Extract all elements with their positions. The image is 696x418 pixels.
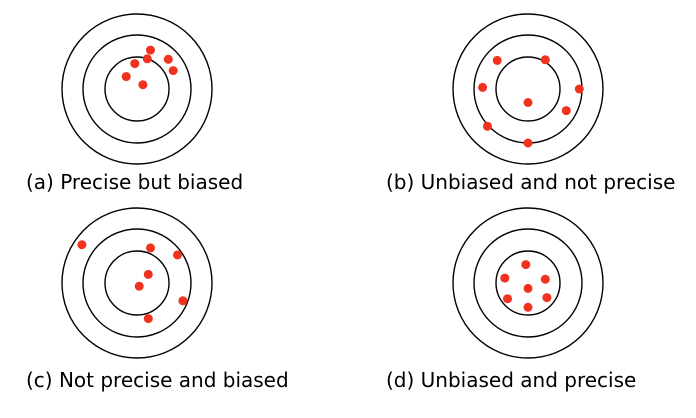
- hit-dot: [478, 82, 488, 92]
- hit-dot: [143, 269, 153, 279]
- inner-ring: [104, 56, 170, 122]
- caption-b: (b) Unbiased and not precise: [386, 170, 675, 194]
- panel-b: (b) Unbiased and not precise: [386, 13, 675, 194]
- target-c: [61, 207, 213, 359]
- caption-d: (d) Unbiased and precise: [386, 368, 636, 392]
- middle-ring: [82, 228, 192, 338]
- target-d: [452, 207, 604, 359]
- hits-a: [121, 45, 178, 90]
- caption-c: (c) Not precise and biased: [26, 368, 289, 392]
- hit-dot: [542, 293, 552, 303]
- hits-c: [77, 240, 188, 324]
- hit-dot: [138, 80, 148, 90]
- panel-c: (c) Not precise and biased: [26, 207, 289, 392]
- hit-dot: [523, 98, 533, 107]
- outer-ring: [61, 207, 213, 359]
- hits-b: [478, 55, 584, 148]
- hit-dot: [146, 45, 155, 55]
- hit-dot: [523, 138, 533, 148]
- hit-dot: [146, 243, 155, 253]
- panel-d: (d) Unbiased and precise: [386, 207, 636, 392]
- hit-dot: [523, 302, 533, 312]
- panel-a: (a) Precise but biased: [26, 13, 243, 194]
- hit-dot: [492, 55, 502, 65]
- hit-dot: [503, 294, 512, 304]
- outer-ring: [452, 13, 604, 165]
- hit-dot: [163, 54, 173, 64]
- outer-ring: [61, 13, 213, 165]
- hit-dot: [77, 240, 87, 250]
- hits-d: [500, 260, 552, 312]
- inner-ring: [495, 56, 561, 122]
- target-a: [61, 13, 213, 165]
- hit-dot: [168, 66, 178, 76]
- inner-ring: [495, 250, 561, 316]
- hit-dot: [523, 283, 533, 293]
- hit-dot: [178, 296, 188, 306]
- hit-dot: [134, 281, 144, 291]
- hit-dot: [483, 121, 492, 131]
- hit-dot: [500, 273, 510, 283]
- hit-dot: [143, 314, 153, 324]
- hit-dot: [521, 260, 531, 270]
- inner-ring: [104, 250, 170, 316]
- hit-dot: [540, 274, 550, 284]
- hit-dot: [540, 55, 550, 65]
- hit-dot: [173, 250, 182, 260]
- hit-dot: [574, 84, 584, 94]
- middle-ring: [82, 34, 192, 144]
- caption-a: (a) Precise but biased: [26, 170, 243, 194]
- middle-ring: [473, 228, 583, 338]
- hit-dot: [142, 54, 152, 64]
- hit-dot: [561, 106, 571, 116]
- hit-dot: [130, 59, 140, 69]
- hit-dot: [121, 72, 131, 82]
- outer-ring: [452, 207, 604, 359]
